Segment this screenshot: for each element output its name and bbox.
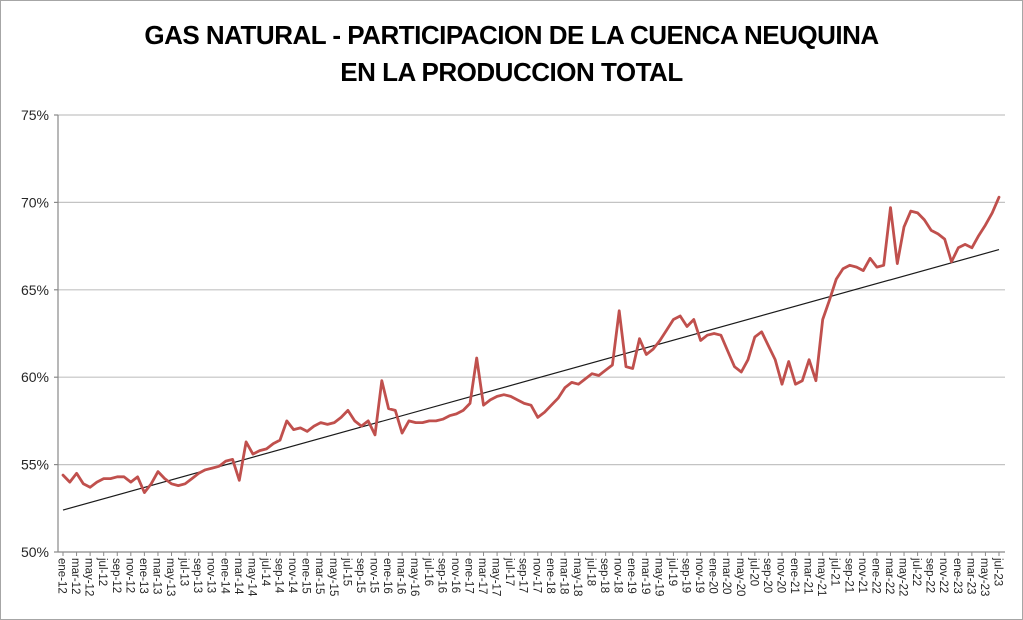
y-tick-label: 60%	[21, 369, 49, 385]
x-tick-label: mar-21	[802, 558, 814, 594]
x-tick-label: ene-18	[544, 558, 556, 594]
x-tick-label: mar-16	[395, 558, 407, 594]
x-tick-label: sep-18	[598, 558, 610, 593]
x-tick-label: nov-13	[205, 558, 217, 593]
x-tick-label: sep-22	[924, 558, 936, 593]
x-tick-label: nov-12	[123, 558, 135, 593]
chart-title: GAS NATURAL - PARTICIPACION DE LA CUENCA…	[1, 17, 1022, 91]
x-tick-label: may-19	[652, 558, 664, 596]
x-tick-label: mar-20	[720, 558, 732, 594]
x-tick-label: jul-13	[178, 557, 190, 586]
chart-title-line-2: EN LA PRODUCCION TOTAL	[340, 57, 683, 87]
x-tick-label: ene-21	[788, 558, 800, 594]
x-tick-label: mar-18	[557, 558, 569, 594]
x-tick-label: may-23	[978, 558, 990, 596]
x-tick-label: mar-22	[883, 558, 895, 594]
x-tick-label: mar-13	[150, 558, 162, 594]
x-tick-label: jul-18	[585, 557, 597, 586]
x-tick-label: mar-12	[69, 558, 81, 594]
x-tick-label: nov-17	[530, 558, 542, 593]
x-tick-label: mar-14	[232, 558, 244, 595]
x-tick-label: jul-19	[666, 557, 678, 586]
x-tick-label: jul-17	[503, 557, 515, 586]
x-tick-label: jul-15	[340, 557, 352, 586]
y-tick-label: 55%	[21, 457, 49, 473]
x-tick-label: ene-14	[218, 558, 230, 594]
x-tick-label: may-22	[897, 558, 909, 596]
x-tick-label: may-17	[490, 558, 502, 596]
x-tick-label: sep-15	[354, 558, 366, 593]
x-tick-label: sep-12	[110, 558, 122, 593]
x-tick-label: may-21	[815, 558, 827, 596]
x-tick-label: sep-20	[761, 558, 773, 593]
x-tick-label: nov-15	[368, 558, 380, 593]
x-tick-label: nov-18	[612, 558, 624, 593]
x-tick-label: nov-21	[856, 558, 868, 593]
x-tick-label: sep-21	[842, 558, 854, 593]
x-tick-label: ene-20	[707, 558, 719, 594]
y-tick-label: 50%	[21, 544, 49, 560]
x-tick-label: may-20	[734, 558, 746, 596]
x-tick-label: ene-19	[625, 558, 637, 594]
x-tick-label: mar-15	[313, 558, 325, 594]
x-tick-label: ene-15	[300, 558, 312, 594]
x-tick-label: sep-14	[273, 558, 285, 594]
x-tick-label: ene-22	[869, 558, 881, 594]
x-tick-label: jul-23	[992, 557, 1004, 586]
x-tick-label: nov-19	[693, 558, 705, 593]
x-tick-label: may-16	[408, 558, 420, 596]
x-tick-label: sep-19	[680, 558, 692, 593]
x-tick-label: jul-12	[96, 557, 108, 586]
x-tick-label: sep-13	[191, 558, 203, 593]
x-tick-label: ene-23	[951, 558, 963, 594]
x-tick-label: nov-16	[449, 558, 461, 593]
x-tick-label: jul-22	[910, 557, 922, 586]
x-tick-label: jul-20	[747, 557, 759, 586]
y-tick-label: 75%	[21, 107, 49, 123]
x-tick-label: mar-17	[476, 558, 488, 594]
x-tick-label: nov-22	[937, 558, 949, 593]
x-tick-label: sep-16	[435, 558, 447, 593]
x-tick-label: may-15	[327, 558, 339, 596]
x-tick-label: nov-14	[286, 558, 298, 594]
x-tick-label: ene-12	[56, 558, 68, 594]
x-tick-label: ene-17	[462, 558, 474, 594]
x-tick-label: ene-13	[137, 558, 149, 594]
x-tick-label: nov-20	[774, 558, 786, 593]
x-tick-label: sep-17	[517, 558, 529, 593]
y-tick-label: 65%	[21, 282, 49, 298]
x-tick-label: mar-23	[964, 558, 976, 594]
chart-title-line-1: GAS NATURAL - PARTICIPACION DE LA CUENCA…	[144, 20, 879, 50]
data-line-cuenca-neuquina	[61, 195, 1001, 495]
x-tick-label: mar-19	[639, 558, 651, 594]
x-tick-label: may-12	[83, 558, 95, 596]
x-tick-label: may-18	[571, 558, 583, 596]
x-tick-label: ene-16	[381, 558, 393, 594]
x-tick-label: jul-14	[259, 557, 271, 587]
x-tick-label: jul-16	[422, 557, 434, 586]
x-tick-label: may-13	[164, 558, 176, 596]
y-tick-label: 70%	[21, 194, 49, 210]
x-tick-label: may-14	[245, 558, 257, 597]
x-tick-label: jul-21	[829, 557, 841, 586]
